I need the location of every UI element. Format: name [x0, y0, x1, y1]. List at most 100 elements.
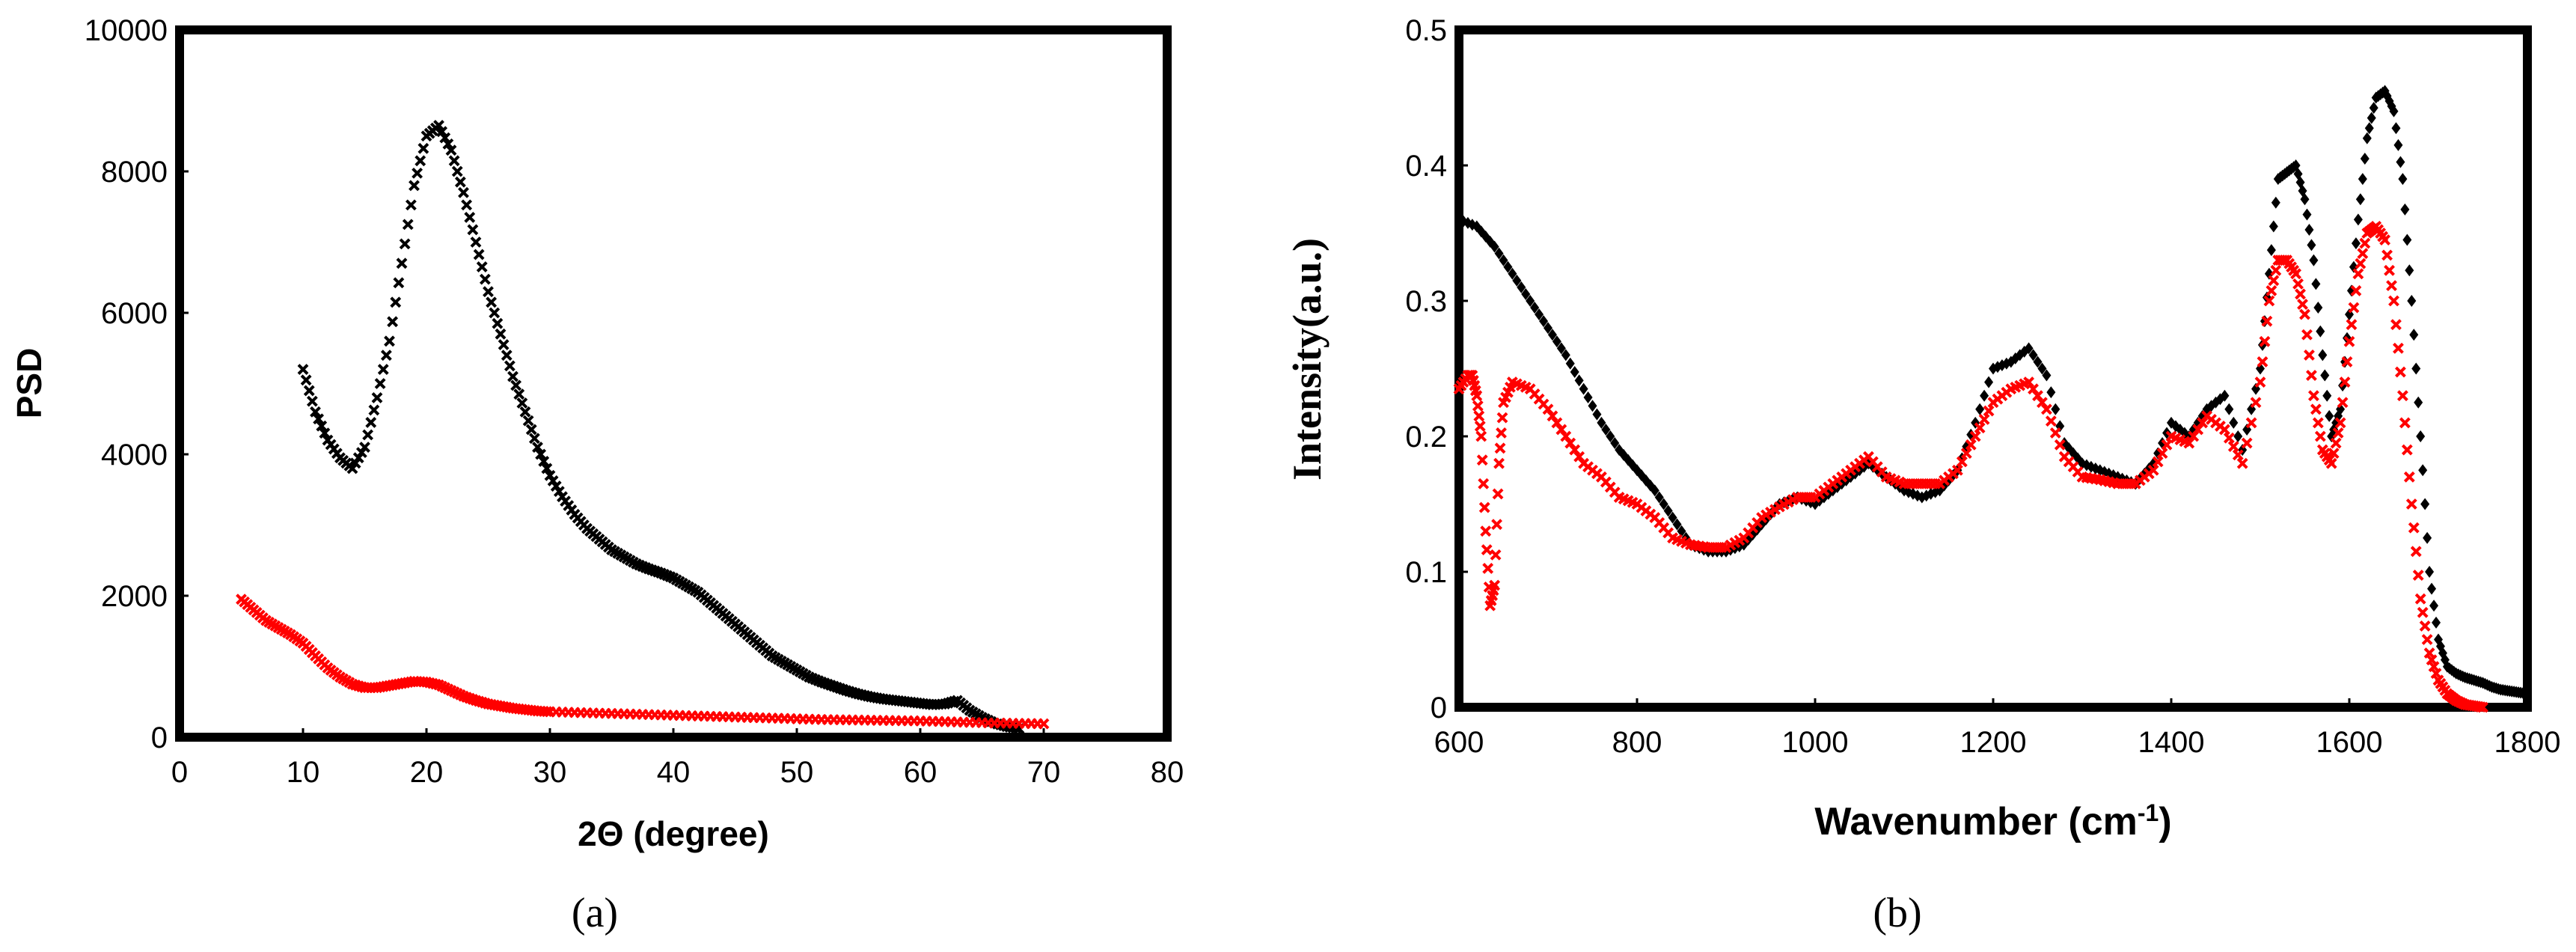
data-point [2306, 370, 2317, 381]
data-point [1512, 274, 1522, 287]
data-point [2423, 647, 2435, 659]
panel-b-x-axis-label-main: Wavenumber (cm [1814, 800, 2138, 843]
data-point [1560, 430, 1572, 442]
data-point [2045, 415, 2057, 427]
data-point [2409, 329, 2419, 341]
data-point [2271, 196, 2280, 209]
data-point [519, 406, 531, 418]
y-tick-label: 4000 [101, 439, 168, 472]
data-point [470, 237, 482, 248]
data-point [2218, 424, 2230, 436]
data-point [2042, 369, 2052, 382]
x-tick-label: 1000 [1782, 726, 1849, 759]
data-point [2037, 362, 2047, 375]
data-point [405, 199, 417, 211]
data-point [2049, 427, 2061, 439]
data-point [476, 261, 488, 272]
data-point [504, 360, 515, 372]
x-tick-label: 800 [1612, 726, 1662, 759]
data-point [396, 257, 408, 269]
data-point [2477, 701, 2488, 713]
data-point [2390, 319, 2402, 331]
data-point [436, 126, 448, 138]
panel-b-x-axis-label-superscript: -1 [2138, 799, 2159, 826]
data-point [2152, 456, 2164, 468]
y-tick-label: 0.2 [1405, 421, 1447, 454]
data-point [498, 339, 510, 350]
panel-a-x-axis-label: 2Θ (degree) [578, 814, 769, 853]
data-point [2259, 335, 2271, 347]
data-point [1975, 403, 1985, 415]
data-point [2430, 668, 2442, 680]
x-tick-label: 1400 [2138, 726, 2205, 759]
data-point [371, 391, 383, 403]
data-point [380, 350, 392, 361]
data-point [522, 415, 534, 427]
data-point [2393, 342, 2404, 354]
y-tick-label: 10000 [85, 14, 168, 47]
data-point [2316, 325, 2325, 338]
data-point [2402, 234, 2412, 246]
data-point [2302, 208, 2312, 221]
data-point [2223, 432, 2235, 444]
data-point [1535, 308, 1544, 321]
data-point [2318, 349, 2328, 361]
data-point [541, 706, 553, 718]
data-point [2037, 397, 2048, 409]
data-point [2322, 389, 2332, 402]
data-point [2266, 244, 2276, 257]
data-point [2310, 403, 2322, 415]
data-point [1983, 405, 1995, 417]
data-point [1473, 410, 1485, 422]
data-point [1965, 439, 1977, 451]
data-point [2268, 275, 2280, 287]
data-point [528, 433, 540, 445]
data-point [2410, 546, 2422, 558]
data-point [2156, 448, 2168, 460]
data-point [2054, 439, 2066, 451]
data-point [1478, 477, 1490, 489]
data-point [1951, 464, 1963, 476]
data-point [313, 413, 325, 425]
data-point [2355, 257, 2367, 269]
y-tick-label: 0.1 [1405, 556, 1447, 589]
data-point [1478, 501, 1490, 513]
data-point [303, 385, 315, 397]
data-point [2236, 457, 2248, 469]
data-point [486, 296, 498, 308]
data-point [362, 429, 374, 441]
x-tick-label: 20 [410, 756, 444, 789]
data-point [2229, 416, 2239, 429]
data-point [414, 155, 426, 167]
data-point [1471, 390, 1483, 402]
data-point [2297, 299, 2308, 310]
data-point [1654, 491, 1664, 504]
data-point [2307, 239, 2316, 251]
data-point [2051, 403, 2061, 415]
data-point [319, 427, 331, 439]
data-point [1588, 400, 1597, 412]
data-point [2350, 285, 2362, 296]
panel-a-label: (a) [572, 890, 618, 936]
data-point [1544, 322, 1552, 335]
data-point [2241, 437, 2253, 449]
data-point [2420, 498, 2430, 510]
data-point [2232, 449, 2244, 461]
data-point [1579, 382, 1588, 395]
data-point [1539, 315, 1549, 328]
data-point [2312, 417, 2324, 429]
data-point [461, 199, 473, 211]
x-tick-label: 70 [1027, 756, 1061, 789]
data-point [2250, 397, 2262, 409]
data-point [2386, 280, 2397, 292]
data-point [2028, 383, 2039, 395]
data-point [1476, 454, 1488, 466]
data-point [2352, 268, 2364, 280]
data-point [1978, 413, 1990, 425]
data-point [489, 307, 501, 319]
data-point [2257, 356, 2268, 367]
x-tick-label: 0 [171, 756, 188, 789]
data-point [2304, 349, 2315, 361]
data-point [1556, 342, 1566, 355]
